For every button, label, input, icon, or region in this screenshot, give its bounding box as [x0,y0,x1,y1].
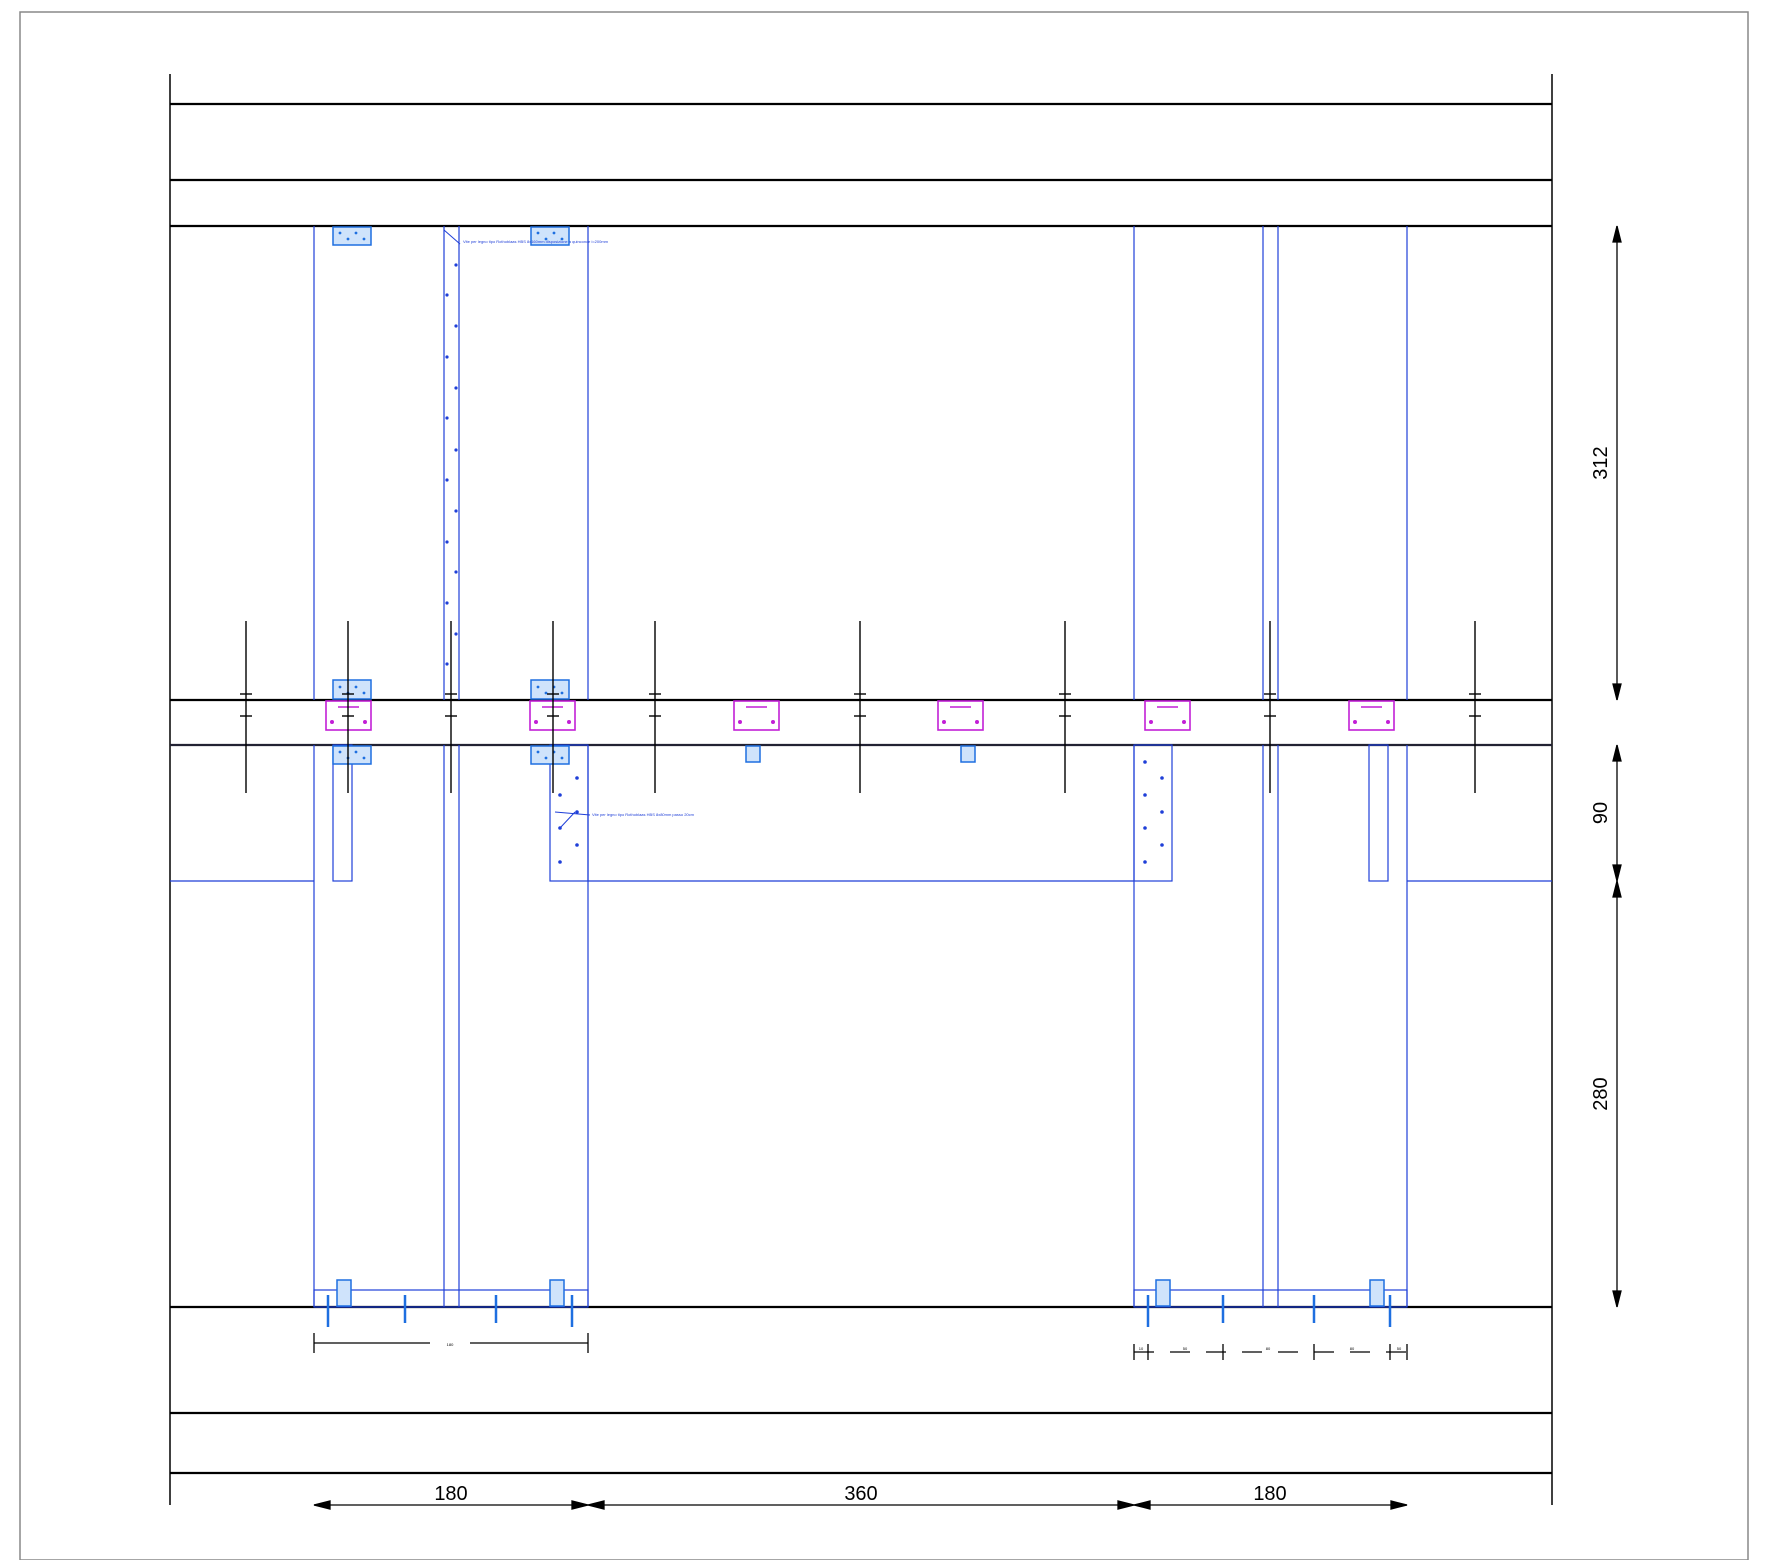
dim-v-2: 90 [1590,802,1612,824]
base-dim-right-4: 80 [1350,1346,1355,1351]
base-dim-left: 180 [447,1342,454,1347]
timber-columns [170,226,1552,1308]
slab-lines [170,102,1552,1475]
base-dim-right-2: 50 [1183,1346,1188,1351]
sheet-border [19,11,1749,1561]
connector-bars [240,621,1481,793]
dim-v-1: 312 [1590,446,1612,479]
dim-h-3: 180 [1253,1483,1286,1505]
leaders [443,229,591,829]
base-dim-right-1: 10 [1139,1346,1144,1351]
dim-v-3: 280 [1590,1077,1612,1110]
dim-h-1: 180 [434,1483,467,1505]
angle-plates [332,226,976,765]
base-dim-right-5: 50 [1397,1346,1402,1351]
base-anchors [326,1295,1392,1327]
angle-plate-dots [338,231,564,760]
hold-downs [336,1279,1385,1307]
outer-walls [169,74,1553,1505]
note-mid: Vite per legno tipo Rothoblaas HBS 8x80m… [592,812,695,817]
magenta-bracket-dots [330,720,1390,724]
dimension-lines [313,225,1622,1510]
dim-h-2: 360 [844,1483,877,1505]
note-top: Vite per legno tipo Rothoblaas HBS 8x160… [463,239,609,244]
screw-row-top [445,263,458,666]
base-dim-right-3: 80 [1266,1346,1271,1351]
